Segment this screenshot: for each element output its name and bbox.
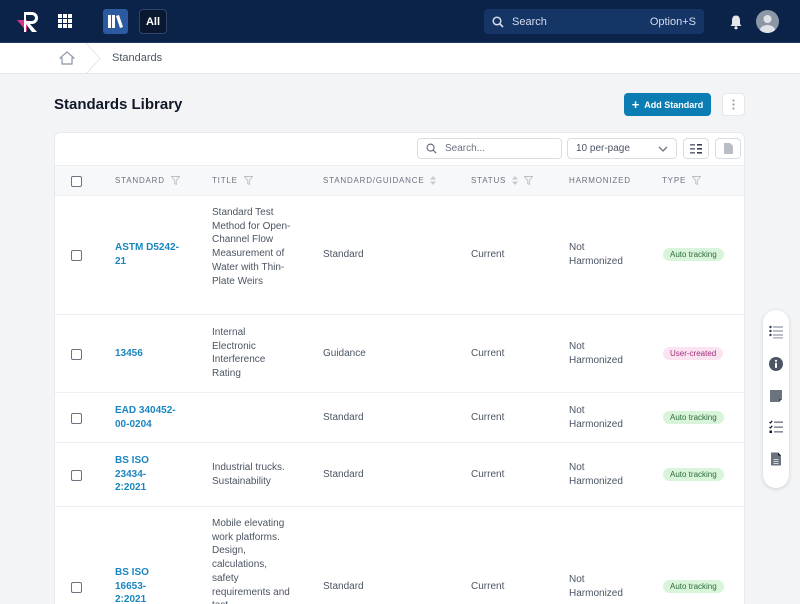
type-badge: Auto tracking [663, 248, 724, 261]
export-button[interactable] [715, 138, 741, 159]
standard-link[interactable]: EAD 340452-00-0204 [115, 405, 176, 430]
more-options-button[interactable] [722, 93, 745, 116]
standard-link[interactable]: BS ISO 23434-2:2021 [115, 455, 149, 494]
column-label: HARMONIZED [569, 176, 631, 185]
table-search-placeholder: Search... [445, 143, 486, 154]
title-cell: Internal Electronic Interference Rating [212, 327, 266, 380]
kebab-icon [732, 99, 735, 110]
apps-grid-icon[interactable] [58, 14, 72, 28]
sort-icon[interactable] [430, 176, 437, 185]
list-columns-icon [690, 143, 702, 154]
table-row[interactable]: BS ISO 23434-2:2021 Industrial trucks. S… [55, 443, 744, 507]
library-button[interactable] [103, 9, 128, 34]
table-row[interactable]: BS ISO 16653-2:2021 Mobile elevating wor… [55, 507, 744, 604]
breadcrumb-item-standards[interactable]: Standards [112, 52, 163, 64]
per-page-value: 10 per-page [576, 143, 630, 154]
table-header: STANDARD TITLE STANDARD/GUIDANCE STATUS … [55, 165, 744, 196]
brand-logo[interactable] [15, 10, 41, 34]
filter-icon[interactable] [524, 176, 534, 185]
filter-icon[interactable] [243, 176, 253, 185]
column-header-type[interactable]: TYPE [662, 176, 702, 185]
harmonized-cell: Not Harmonized [569, 574, 623, 599]
bell-icon[interactable] [728, 14, 744, 30]
column-settings-button[interactable] [683, 138, 709, 159]
standard-link[interactable]: 13456 [115, 348, 143, 359]
row-checkbox[interactable] [71, 470, 82, 481]
column-header-title[interactable]: TITLE [212, 176, 253, 185]
document-icon [723, 143, 733, 154]
scope-all-button[interactable]: All [139, 9, 167, 34]
info-icon[interactable] [769, 357, 783, 371]
breadcrumb: Standards [0, 43, 800, 74]
title-cell: Mobile elevating work platforms. Design,… [212, 518, 290, 604]
global-search[interactable]: Search Option+S [484, 9, 704, 34]
title-cell: Standard Test Method for Open-Channel Fl… [212, 207, 291, 287]
type-badge: Auto tracking [663, 580, 724, 593]
column-header-status[interactable]: STATUS [471, 176, 534, 185]
user-icon [760, 15, 775, 33]
guidance-cell: Standard [323, 581, 364, 592]
page-title: Standards Library [54, 96, 183, 113]
column-label: STANDARD/GUIDANCE [323, 176, 425, 185]
table-row[interactable]: 13456 Internal Electronic Interference R… [55, 315, 744, 393]
status-cell: Current [471, 412, 505, 423]
column-header-harmonized[interactable]: HARMONIZED [569, 176, 631, 185]
column-label: STATUS [471, 176, 507, 185]
table-row[interactable]: EAD 340452-00-0204 Standard Current Not … [55, 393, 744, 443]
status-cell: Current [471, 581, 505, 592]
standards-table-card: Search... 10 per-page STANDARD TITLE STA… [54, 132, 745, 604]
search-label: Search [512, 15, 547, 28]
standard-link[interactable]: BS ISO 16653-2:2021 [115, 567, 149, 604]
filter-icon[interactable] [170, 176, 180, 185]
column-header-standard-guidance[interactable]: STANDARD/GUIDANCE [323, 176, 437, 185]
books-icon [108, 15, 123, 28]
guidance-cell: Guidance [323, 348, 366, 359]
column-label: TITLE [212, 176, 238, 185]
outline-icon[interactable] [769, 325, 783, 339]
type-badge: Auto tracking [663, 468, 724, 481]
add-standard-label: Add Standard [644, 99, 704, 110]
column-label: STANDARD [115, 176, 165, 185]
guidance-cell: Standard [323, 412, 364, 423]
search-icon [492, 15, 504, 28]
chevron-down-icon [658, 146, 668, 152]
type-badge: User-created [663, 347, 724, 360]
per-page-select[interactable]: 10 per-page [567, 138, 677, 159]
status-cell: Current [471, 348, 505, 359]
harmonized-cell: Not Harmonized [569, 242, 623, 267]
search-icon [426, 143, 437, 154]
guidance-cell: Standard [323, 469, 364, 480]
note-icon[interactable] [769, 389, 783, 403]
title-cell: Industrial trucks. Sustainability [212, 462, 285, 487]
table-search-input[interactable]: Search... [417, 138, 562, 159]
add-standard-button[interactable]: + Add Standard [624, 93, 711, 116]
harmonized-cell: Not Harmonized [569, 405, 623, 430]
standard-link[interactable]: ASTM D5242-21 [115, 242, 179, 267]
select-all-checkbox[interactable] [71, 176, 82, 187]
plus-icon: + [631, 97, 640, 112]
filter-icon[interactable] [692, 176, 702, 185]
row-checkbox[interactable] [71, 250, 82, 261]
row-checkbox[interactable] [71, 413, 82, 424]
status-cell: Current [471, 249, 505, 260]
table-row[interactable]: ASTM D5242-21 Standard Test Method for O… [55, 196, 744, 315]
harmonized-cell: Not Harmonized [569, 462, 623, 487]
type-badge: Auto tracking [663, 411, 724, 424]
sort-icon[interactable] [512, 176, 519, 185]
side-toolbar [763, 310, 789, 488]
home-icon[interactable] [59, 51, 75, 65]
document-icon[interactable] [769, 452, 783, 466]
status-cell: Current [471, 469, 505, 480]
breadcrumb-separator-icon [85, 43, 101, 74]
avatar[interactable] [756, 10, 779, 33]
column-label: TYPE [662, 176, 687, 185]
column-header-standard[interactable]: STANDARD [115, 176, 180, 185]
row-checkbox[interactable] [71, 349, 82, 360]
guidance-cell: Standard [323, 249, 364, 260]
checklist-icon[interactable] [769, 420, 783, 434]
top-navigation: All Search Option+S [0, 0, 800, 43]
harmonized-cell: Not Harmonized [569, 341, 623, 366]
search-shortcut: Option+S [649, 15, 696, 28]
row-checkbox[interactable] [71, 582, 82, 593]
